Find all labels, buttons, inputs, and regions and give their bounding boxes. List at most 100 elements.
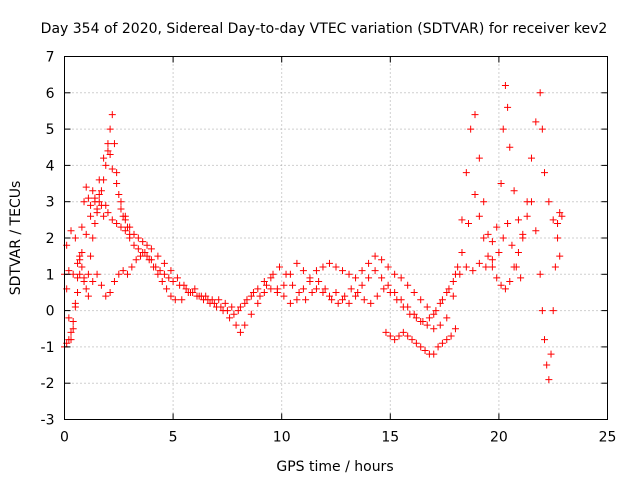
- data-point: [497, 180, 505, 188]
- data-point: [549, 216, 557, 224]
- data-point: [480, 234, 488, 242]
- data-point: [154, 270, 162, 278]
- data-point: [471, 190, 479, 198]
- data-point: [430, 310, 438, 318]
- data-point: [134, 234, 142, 242]
- data-point: [438, 339, 446, 347]
- data-point: [538, 307, 546, 315]
- data-point: [471, 111, 479, 119]
- data-point: [365, 274, 373, 282]
- data-point: [232, 321, 240, 329]
- data-point: [191, 285, 199, 293]
- data-point: [93, 209, 101, 217]
- data-point: [269, 270, 277, 278]
- data-point: [89, 234, 97, 242]
- data-point: [117, 205, 125, 213]
- data-point: [404, 332, 412, 340]
- x-tick-label: 25: [599, 430, 617, 446]
- data-point: [328, 296, 336, 304]
- data-point: [102, 161, 110, 169]
- data-point: [100, 176, 108, 184]
- data-point: [545, 376, 553, 384]
- data-point: [276, 263, 284, 271]
- data-point: [458, 249, 466, 257]
- data-point: [293, 296, 301, 304]
- data-point: [84, 292, 92, 300]
- data-point: [504, 219, 512, 227]
- data-point: [378, 274, 386, 282]
- data-point: [106, 125, 114, 133]
- data-point: [182, 285, 190, 293]
- data-point: [163, 285, 171, 293]
- data-point: [121, 227, 129, 235]
- data-point: [91, 194, 99, 202]
- data-point: [339, 267, 347, 275]
- data-point: [147, 245, 155, 253]
- data-point: [519, 230, 527, 238]
- data-point: [260, 278, 268, 286]
- data-point: [543, 361, 551, 369]
- y-tick-label: -3: [41, 413, 55, 429]
- data-point: [82, 183, 90, 191]
- data-point: [510, 263, 518, 271]
- data-point: [69, 270, 77, 278]
- data-point: [102, 292, 110, 300]
- data-point: [434, 343, 442, 351]
- data-point: [215, 296, 223, 304]
- data-point: [345, 299, 353, 307]
- grid: [64, 56, 608, 420]
- data-point: [391, 336, 399, 344]
- data-point: [184, 288, 192, 296]
- data-point: [243, 296, 251, 304]
- data-point: [488, 263, 496, 271]
- data-point: [210, 299, 218, 307]
- y-tick-label: 6: [46, 86, 55, 102]
- data-point: [332, 263, 340, 271]
- data-point: [527, 154, 535, 162]
- data-point: [449, 278, 457, 286]
- data-point: [462, 263, 470, 271]
- data-point: [425, 314, 433, 322]
- data-point: [475, 259, 483, 267]
- data-point: [91, 219, 99, 227]
- data-point: [332, 288, 340, 296]
- data-point: [384, 281, 392, 289]
- data-point: [156, 267, 164, 275]
- data-point: [286, 299, 294, 307]
- data-point: [106, 151, 114, 159]
- y-tick-label: 3: [46, 195, 55, 211]
- data-point: [117, 198, 125, 206]
- data-point: [217, 303, 225, 311]
- data-point: [436, 299, 444, 307]
- data-point: [247, 310, 255, 318]
- data-point: [108, 216, 116, 224]
- data-marks: [61, 82, 566, 384]
- data-point: [100, 212, 108, 220]
- data-point: [115, 190, 123, 198]
- data-point: [462, 169, 470, 177]
- data-point: [352, 292, 360, 300]
- data-point: [556, 252, 564, 260]
- data-point: [178, 296, 186, 304]
- data-point: [510, 187, 518, 195]
- axis-ticks: [64, 56, 608, 420]
- data-point: [119, 212, 127, 220]
- chart-title: Day 354 of 2020, Sidereal Day-to-day VTE…: [41, 21, 608, 37]
- data-point: [260, 288, 268, 296]
- data-point: [87, 252, 95, 260]
- y-tick-label: -2: [41, 376, 55, 392]
- data-point: [167, 267, 175, 275]
- data-point: [504, 103, 512, 111]
- data-point: [438, 296, 446, 304]
- data-point: [160, 259, 168, 267]
- data-point: [419, 317, 427, 325]
- data-point: [115, 270, 123, 278]
- data-point: [302, 296, 310, 304]
- data-point: [113, 219, 121, 227]
- data-point: [541, 169, 549, 177]
- data-point: [82, 285, 90, 293]
- data-point: [95, 198, 103, 206]
- data-point: [378, 256, 386, 264]
- data-point: [113, 180, 121, 188]
- data-point: [293, 259, 301, 267]
